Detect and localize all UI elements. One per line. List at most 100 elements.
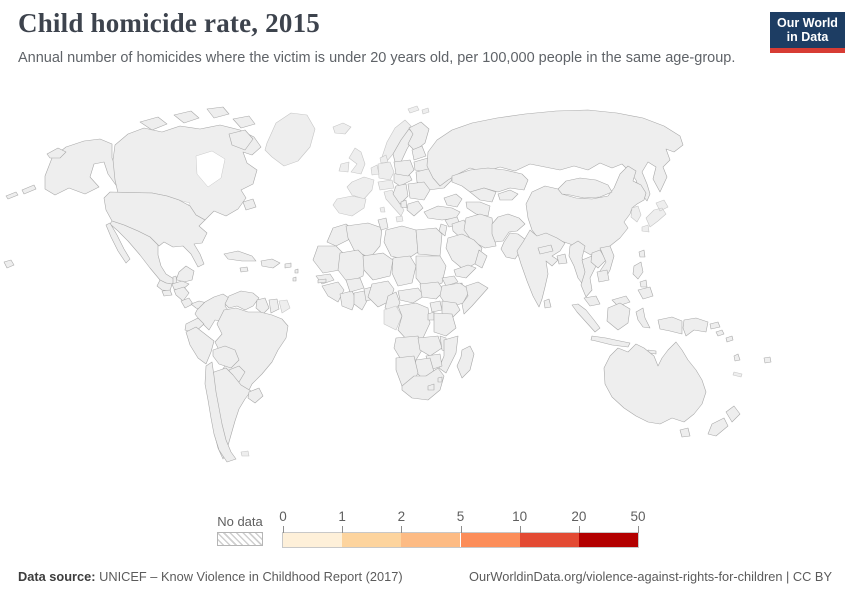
country-cuba[interactable] <box>223 250 257 262</box>
country-greenland[interactable] <box>264 112 316 167</box>
country-benelux[interactable] <box>370 164 380 176</box>
country-alaska[interactable] <box>44 138 125 196</box>
country-india[interactable] <box>516 229 566 308</box>
country-turkey[interactable] <box>423 205 461 221</box>
country-svalbard[interactable] <box>407 105 430 115</box>
country-balkans[interactable] <box>392 183 409 205</box>
country-burkina-faso[interactable] <box>345 277 365 293</box>
legend-bin-20–50[interactable] <box>578 533 638 547</box>
country-romania-bulgaria[interactable] <box>407 181 431 201</box>
country-uzbekistan[interactable] <box>469 187 497 203</box>
country-south-africa[interactable] <box>401 367 445 401</box>
country-sudan[interactable] <box>415 255 447 291</box>
country-libya[interactable] <box>383 225 419 261</box>
country-lesser-antilles[interactable] <box>292 268 299 282</box>
country-australia[interactable] <box>603 341 707 425</box>
country-france[interactable] <box>346 176 375 200</box>
country-chile[interactable] <box>204 361 237 463</box>
country-tanzania[interactable] <box>433 312 457 337</box>
country-falkland-islands[interactable] <box>240 450 250 457</box>
country-niger[interactable] <box>362 252 394 281</box>
legend-bin-1–2[interactable] <box>342 533 402 547</box>
country-ecuador[interactable] <box>184 317 205 334</box>
country-mali[interactable] <box>337 249 367 284</box>
country-guyana[interactable] <box>255 297 270 315</box>
country-hispaniola[interactable] <box>260 258 281 269</box>
country-new-caledonia[interactable] <box>732 371 743 378</box>
country-tasmania[interactable] <box>679 427 691 438</box>
country-denmark[interactable] <box>379 154 389 164</box>
legend-bin-5–10[interactable] <box>460 533 520 547</box>
country-solomon-islands[interactable] <box>715 329 734 343</box>
country-laos[interactable] <box>590 249 607 269</box>
country-baltics[interactable] <box>411 145 427 161</box>
country-indonesia[interactable] <box>571 302 683 355</box>
country-uganda[interactable] <box>429 300 443 313</box>
country-lesotho[interactable] <box>427 383 435 391</box>
country-central-african-republic[interactable] <box>397 287 425 304</box>
country-chad[interactable] <box>391 255 417 287</box>
country-uruguay[interactable] <box>247 387 264 404</box>
country-mongolia[interactable] <box>557 177 613 199</box>
country-baja-california[interactable] <box>105 222 131 264</box>
country-egypt[interactable] <box>415 227 443 257</box>
legend-no-data-swatch[interactable] <box>217 532 263 546</box>
legend-bin-2–5[interactable] <box>401 533 461 547</box>
country-suriname[interactable] <box>268 298 280 314</box>
country-oman[interactable] <box>474 249 488 269</box>
country-turkmenistan[interactable] <box>465 201 491 217</box>
country-iceland[interactable] <box>332 122 352 135</box>
country-mexico[interactable] <box>109 220 195 285</box>
country-poland[interactable] <box>393 159 415 177</box>
legend-bin-0–1[interactable] <box>283 533 343 547</box>
country-eritrea[interactable] <box>441 275 459 287</box>
country-bangladesh[interactable] <box>556 253 568 265</box>
country-fiji[interactable] <box>763 356 772 364</box>
country-venezuela[interactable] <box>224 290 260 311</box>
country-bolivia[interactable] <box>212 345 240 369</box>
country-kyrgyzstan-tajikistan[interactable] <box>497 189 519 201</box>
country-uk[interactable] <box>348 147 366 175</box>
country-norway[interactable] <box>381 119 412 162</box>
country-albania[interactable] <box>400 199 408 209</box>
legend-bin-10–20[interactable] <box>519 533 579 547</box>
country-jamaica[interactable] <box>239 266 249 273</box>
country-somalia[interactable] <box>461 281 489 315</box>
country-zambia[interactable] <box>417 335 443 357</box>
country-papua-new-guinea[interactable] <box>682 317 721 337</box>
country-yemen[interactable] <box>453 264 477 279</box>
country-germany[interactable] <box>377 161 395 181</box>
country-ghana[interactable] <box>353 290 369 311</box>
country-japan[interactable] <box>641 199 669 233</box>
country-nicaragua[interactable] <box>173 286 190 302</box>
country-french-guiana[interactable] <box>278 299 291 314</box>
country-swaziland[interactable] <box>437 376 443 383</box>
country-gambia[interactable] <box>317 278 327 284</box>
country-korea[interactable] <box>630 205 642 223</box>
country-puerto-rico[interactable] <box>284 262 292 269</box>
country-mozambique[interactable] <box>438 335 459 374</box>
country-peru[interactable] <box>185 326 215 365</box>
country-alpine[interactable] <box>377 179 395 191</box>
country-iberia[interactable] <box>332 195 367 217</box>
country-italy[interactable] <box>379 189 405 223</box>
country-philippines[interactable] <box>632 261 654 300</box>
country-aleutian-islands[interactable] <box>5 184 37 200</box>
country-ivory-coast[interactable] <box>339 290 357 311</box>
country-chukotka-fragment[interactable] <box>46 147 67 159</box>
country-el-salvador[interactable] <box>161 289 173 297</box>
country-afghanistan[interactable] <box>491 213 526 243</box>
country-caucasus[interactable] <box>443 193 463 208</box>
country-taiwan[interactable] <box>638 249 646 258</box>
country-gabon-congo[interactable] <box>383 305 403 331</box>
country-hawaii[interactable] <box>3 259 15 269</box>
country-dr-congo[interactable] <box>397 302 431 342</box>
country-vanuatu[interactable] <box>733 353 741 362</box>
country-algeria[interactable] <box>345 222 383 259</box>
country-tunisia[interactable] <box>377 217 389 231</box>
footer-link[interactable]: OurWorldinData.org/violence-against-righ… <box>469 569 832 584</box>
country-jordan-israel[interactable] <box>438 223 448 237</box>
country-madagascar[interactable] <box>456 345 475 379</box>
country-canada-arctic-islands[interactable] <box>139 106 257 211</box>
country-sri-lanka[interactable] <box>543 298 552 309</box>
